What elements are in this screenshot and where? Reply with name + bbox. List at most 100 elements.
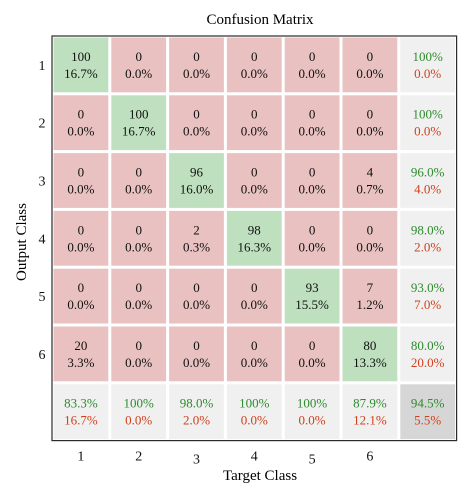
matrix-cell <box>53 95 109 151</box>
matrix-cell-value: 0 <box>78 107 85 122</box>
matrix-cell-percent: 0.0% <box>125 297 152 312</box>
matrix-cell <box>342 153 398 208</box>
matrix-cell-percent: 16.7% <box>122 124 156 139</box>
matrix-cell-percent: 1.2% <box>356 297 383 312</box>
matrix-cell-percent: 0.0% <box>241 66 268 81</box>
matrix-cell-percent: 0.7% <box>356 182 383 197</box>
row-summary-cell <box>400 268 456 324</box>
matrix-cell-value: 80 <box>363 338 376 353</box>
row-summary-cell-value: 96.0% <box>411 165 445 180</box>
matrix-cell <box>169 153 224 208</box>
matrix-cell <box>111 153 167 208</box>
matrix-cell-value: 0 <box>251 280 258 295</box>
matrix-cell-value: 0 <box>78 165 85 180</box>
matrix-cell-percent: 0.0% <box>67 239 94 254</box>
axis-ticks: 1 2 3 4 5 6 1 2 3 4 5 6 <box>39 59 374 468</box>
row-summary-cell-percent: 7.0% <box>414 297 441 312</box>
overall-accuracy-cell <box>400 384 456 440</box>
matrix-cell-value: 0 <box>367 107 374 122</box>
matrix-cell-value: 0 <box>251 338 258 353</box>
matrix-cell-percent: 0.0% <box>241 297 268 312</box>
row-summary-cell-value: 93.0% <box>411 280 445 295</box>
row-summary-cell <box>400 95 456 151</box>
matrix-cell-value: 0 <box>309 222 316 237</box>
matrix-cell-value: 0 <box>135 222 142 237</box>
matrix-cell-value: 0 <box>367 222 374 237</box>
matrix-cell-percent: 0.0% <box>299 66 326 81</box>
row-summary-cell <box>400 37 456 93</box>
matrix-cell <box>342 268 398 324</box>
matrix-cell-percent: 0.0% <box>67 297 94 312</box>
matrix-cell-percent: 0.0% <box>183 355 210 370</box>
matrix-cell-value: 0 <box>309 107 316 122</box>
y-tick-label: 4 <box>39 232 46 247</box>
x-tick-label: 5 <box>309 453 316 468</box>
row-summary-cell-percent: 0.0% <box>414 124 441 139</box>
column-summary-cell-value: 100% <box>297 396 328 411</box>
column-summary-cell-value: 87.9% <box>353 396 387 411</box>
matrix-cell <box>284 95 340 151</box>
row-summary-cell <box>400 153 456 208</box>
chart-title: Confusion Matrix <box>206 12 314 28</box>
matrix-cell <box>169 37 224 93</box>
matrix-cell-value: 7 <box>367 280 374 295</box>
matrix-cell-percent: 16.0% <box>180 182 214 197</box>
matrix-cell <box>226 326 282 382</box>
column-summary-cell-percent: 16.7% <box>64 413 98 428</box>
matrix-cell <box>169 268 224 324</box>
matrix-frame <box>51 35 458 442</box>
matrix-cell <box>284 326 340 382</box>
matrix-cell-percent: 0.0% <box>241 182 268 197</box>
matrix-cell-value: 98 <box>248 222 261 237</box>
matrix-cell-value: 0 <box>193 338 200 353</box>
row-summary-cell-percent: 20.0% <box>411 355 445 370</box>
column-summary-cell <box>169 384 224 440</box>
matrix-cell <box>53 326 109 382</box>
matrix-cell <box>111 95 167 151</box>
matrix-cell <box>226 268 282 324</box>
row-summary-cell-value: 100% <box>413 49 444 64</box>
matrix-cell-percent: 0.0% <box>356 239 383 254</box>
row-summary-cell <box>400 326 456 382</box>
matrix-cell-percent: 0.3% <box>183 239 210 254</box>
matrix-cell-percent: 0.0% <box>125 239 152 254</box>
matrix-cell-value: 0 <box>135 338 142 353</box>
matrix-cell-percent: 16.3% <box>238 239 272 254</box>
matrix-cell <box>111 268 167 324</box>
matrix-cells: 100 16.7% 0 0.0% 0 0.0% 0 0.0% 0 0.0% 0 0.0% 0 0.0% 10… <box>51 35 458 442</box>
matrix-cell <box>226 37 282 93</box>
matrix-cell-percent: 13.3% <box>353 355 387 370</box>
matrix-cell-value: 0 <box>251 165 258 180</box>
matrix-cell-value: 0 <box>309 165 316 180</box>
row-summary-cell-value: 98.0% <box>411 222 445 237</box>
matrix-cell <box>169 210 224 266</box>
y-tick-label: 1 <box>39 59 46 74</box>
matrix-cell-percent: 3.3% <box>67 355 94 370</box>
matrix-cell <box>53 268 109 324</box>
matrix-cell <box>53 37 109 93</box>
matrix-cell-value: 100 <box>129 107 149 122</box>
matrix-cell-value: 0 <box>135 165 142 180</box>
x-tick-label: 6 <box>366 450 373 465</box>
matrix-cell <box>284 37 340 93</box>
column-summary-cell <box>342 384 398 440</box>
matrix-cell <box>342 210 398 266</box>
x-axis-label: Target Class <box>223 468 297 484</box>
matrix-cell-percent: 0.0% <box>67 182 94 197</box>
matrix-cell-percent: 0.0% <box>183 66 210 81</box>
matrix-cell <box>226 210 282 266</box>
column-summary-cell <box>53 384 109 440</box>
y-tick-label: 6 <box>39 348 46 363</box>
matrix-cell-value: 0 <box>251 107 258 122</box>
matrix-cell <box>342 37 398 93</box>
column-summary-cell-percent: 0.0% <box>125 413 152 428</box>
overall-accuracy-cell-percent: 5.5% <box>414 413 441 428</box>
matrix-cell <box>284 153 340 208</box>
row-summary-cell-percent: 4.0% <box>414 182 441 197</box>
matrix-cell-value: 20 <box>74 338 87 353</box>
matrix-cell <box>169 95 224 151</box>
matrix-cell-percent: 15.5% <box>295 297 329 312</box>
row-summary-cell-percent: 0.0% <box>414 66 441 81</box>
column-summary-cell-value: 83.3% <box>64 396 98 411</box>
